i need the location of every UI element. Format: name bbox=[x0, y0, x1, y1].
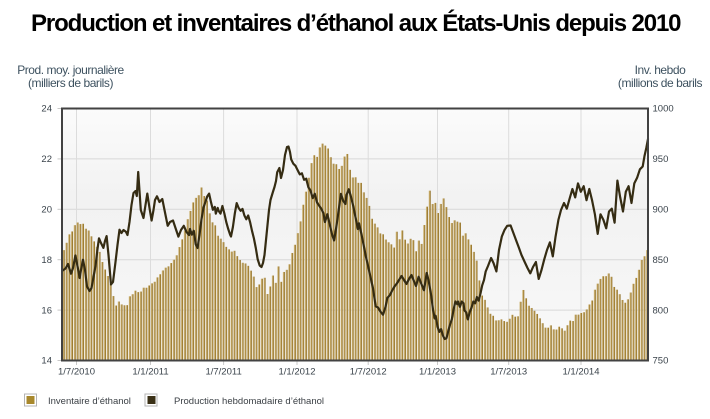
svg-text:1/7/2013: 1/7/2013 bbox=[490, 367, 527, 378]
svg-text:1/7/2012: 1/7/2012 bbox=[350, 367, 387, 378]
svg-text:Production hebdomadaire d’étha: Production hebdomadaire d’éthanol bbox=[174, 396, 324, 407]
svg-text:950: 950 bbox=[653, 154, 669, 165]
svg-text:Inventaire d’éthanol: Inventaire d’éthanol bbox=[48, 396, 131, 407]
svg-text:16: 16 bbox=[41, 305, 52, 316]
svg-text:1/7/2010: 1/7/2010 bbox=[58, 367, 95, 378]
svg-text:800: 800 bbox=[653, 305, 669, 316]
svg-text:1/1/2011: 1/1/2011 bbox=[132, 367, 168, 378]
svg-text:1/7/2011: 1/7/2011 bbox=[205, 367, 241, 378]
svg-text:1/1/2012: 1/1/2012 bbox=[279, 367, 316, 378]
svg-text:14: 14 bbox=[41, 356, 52, 367]
svg-text:24: 24 bbox=[41, 104, 52, 115]
svg-text:1000: 1000 bbox=[653, 104, 674, 115]
svg-text:1/1/2014: 1/1/2014 bbox=[563, 367, 600, 378]
svg-text:750: 750 bbox=[653, 356, 669, 367]
svg-text:1/1/2013: 1/1/2013 bbox=[419, 367, 456, 378]
svg-text:18: 18 bbox=[41, 255, 52, 266]
svg-text:20: 20 bbox=[41, 205, 52, 216]
svg-text:900: 900 bbox=[653, 205, 669, 216]
svg-text:850: 850 bbox=[653, 255, 669, 266]
svg-text:22: 22 bbox=[41, 154, 52, 165]
